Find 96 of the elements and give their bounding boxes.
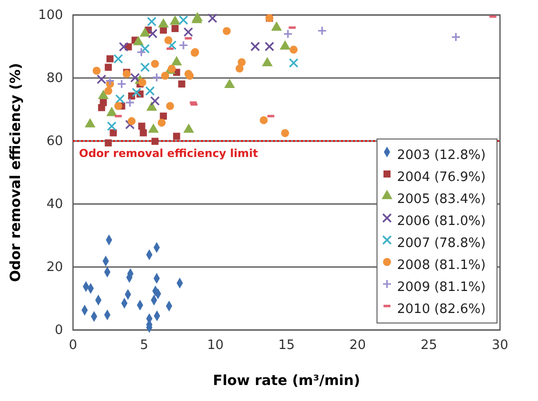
point <box>290 46 298 54</box>
point <box>260 116 268 124</box>
point <box>236 64 244 73</box>
point <box>317 26 327 36</box>
x-tick-label: 0 <box>68 338 78 354</box>
legend-label: 2009 (81.1%) <box>397 280 486 295</box>
y-tick-label: 40 <box>46 197 63 212</box>
point <box>140 62 150 72</box>
point <box>183 27 194 37</box>
x-tick-label: 30 <box>492 338 508 354</box>
point <box>146 16 157 26</box>
point <box>132 36 144 46</box>
point <box>160 112 167 120</box>
point <box>164 36 172 44</box>
point <box>178 15 188 25</box>
point <box>170 15 180 25</box>
point <box>140 27 150 37</box>
point <box>178 40 188 50</box>
point <box>104 139 112 146</box>
point <box>148 123 159 133</box>
point <box>138 78 146 86</box>
y-tick-label: 20 <box>46 260 63 276</box>
point <box>283 29 293 39</box>
point <box>113 54 124 64</box>
point <box>145 86 155 96</box>
point <box>106 121 117 131</box>
x-tick-label: 5 <box>140 338 148 354</box>
point <box>178 80 186 88</box>
point <box>110 129 117 136</box>
legend-label: 2008 (81.1%) <box>397 258 486 273</box>
point <box>96 74 106 84</box>
point <box>168 64 176 73</box>
point <box>98 90 109 100</box>
y-axis-title: Odor removal efficiency (%) <box>8 63 24 282</box>
x-tick-label: 15 <box>278 338 295 354</box>
point <box>98 104 106 112</box>
legend-label: 2003 (12.8%) <box>397 148 486 163</box>
point <box>106 106 118 116</box>
point <box>264 42 274 52</box>
point <box>84 118 96 128</box>
point <box>208 13 218 23</box>
point <box>271 21 282 31</box>
point <box>136 47 146 57</box>
point <box>114 102 122 110</box>
point <box>150 60 159 68</box>
y-tick-label: 0 <box>54 323 63 338</box>
point <box>281 129 290 138</box>
point <box>151 138 159 145</box>
y-tick-label: 60 <box>46 134 63 150</box>
y-tick-label: 100 <box>38 8 63 24</box>
point <box>140 129 147 136</box>
x-tick-label: 20 <box>349 338 366 354</box>
point <box>183 123 194 133</box>
point <box>140 44 150 54</box>
x-tick-label: 25 <box>420 338 438 354</box>
point <box>158 18 169 28</box>
point <box>118 42 128 52</box>
point <box>116 79 126 89</box>
legend-label: 2007 (78.8%) <box>397 236 486 251</box>
point <box>104 86 112 95</box>
point <box>280 40 290 50</box>
point <box>158 118 166 127</box>
point <box>288 58 298 68</box>
point <box>166 102 174 110</box>
ref-line-label: Odor removal efficiency limit <box>79 147 258 160</box>
point <box>152 72 162 82</box>
point <box>138 122 146 130</box>
point <box>92 66 101 75</box>
point <box>125 98 135 108</box>
point <box>148 28 158 38</box>
point <box>105 76 115 86</box>
legend-label: 2005 (83.4%) <box>397 192 486 207</box>
point <box>224 78 235 88</box>
point <box>104 64 112 71</box>
point <box>115 94 125 104</box>
point <box>130 72 140 82</box>
point <box>166 40 177 50</box>
point <box>451 32 461 42</box>
x-axis-title: Flow rate (m³/min) <box>212 373 360 389</box>
point <box>250 42 260 52</box>
point <box>173 132 180 140</box>
legend-label: 2006 (81.0%) <box>397 214 486 229</box>
point <box>125 120 135 130</box>
point <box>171 56 182 66</box>
legend-label: 2004 (76.9%) <box>397 170 486 185</box>
point <box>128 117 136 126</box>
legend-label: 2010 (82.6%) <box>397 302 486 317</box>
point <box>132 88 142 98</box>
x-tick-label: 10 <box>207 338 224 354</box>
point <box>161 72 170 80</box>
point <box>106 55 114 62</box>
point <box>262 56 273 66</box>
y-tick-label: 80 <box>46 71 63 86</box>
point <box>222 27 231 36</box>
point <box>172 25 179 32</box>
point <box>150 96 160 106</box>
